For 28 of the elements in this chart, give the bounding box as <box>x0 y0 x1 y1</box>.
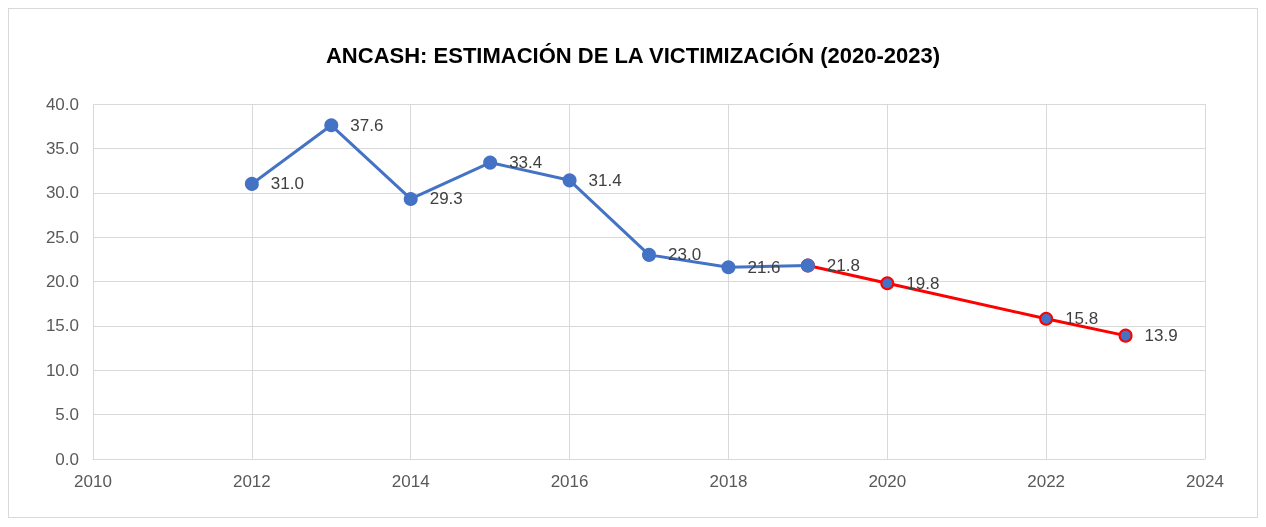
y-tick-label: 40.0 <box>45 94 79 114</box>
chart-title: ANCASH: ESTIMACIÓN DE LA VICTIMIZACIÓN (2020-2023) <box>325 42 941 68</box>
y-tick-label: 30.0 <box>45 183 79 203</box>
x-tick-label: 2014 <box>391 472 430 491</box>
x-tick-label: 2018 <box>709 472 748 491</box>
data-label: 23.0 <box>668 245 702 265</box>
data-label: 37.6 <box>350 115 384 135</box>
data-label: 21.8 <box>826 256 860 276</box>
data-label: 29.3 <box>429 189 463 209</box>
y-tick-label: 20.0 <box>45 272 79 291</box>
x-tick-label: 2016 <box>550 472 589 491</box>
data-label: 13.9 <box>1144 326 1178 346</box>
x-tick-label: 2020 <box>868 472 907 491</box>
y-tick-label: 10.0 <box>45 360 79 380</box>
data-label: 31.0 <box>270 174 304 194</box>
y-tick-label: 25.0 <box>45 227 79 247</box>
x-tick-label: 2010 <box>74 472 112 491</box>
x-tick-label: 2012 <box>232 472 271 491</box>
x-tick-label: 2024 <box>1186 472 1224 491</box>
data-label: 31.4 <box>588 170 622 190</box>
y-tick-label: 35.0 <box>45 138 79 158</box>
data-label: 15.8 <box>1065 309 1099 329</box>
x-tick-label: 2022 <box>1027 472 1066 491</box>
y-tick-label: 15.0 <box>45 316 79 336</box>
y-tick-label: 5.0 <box>55 405 79 425</box>
y-tick-label: 0.0 <box>55 449 79 469</box>
data-label: 33.4 <box>509 153 543 173</box>
data-label: 19.8 <box>906 273 940 293</box>
